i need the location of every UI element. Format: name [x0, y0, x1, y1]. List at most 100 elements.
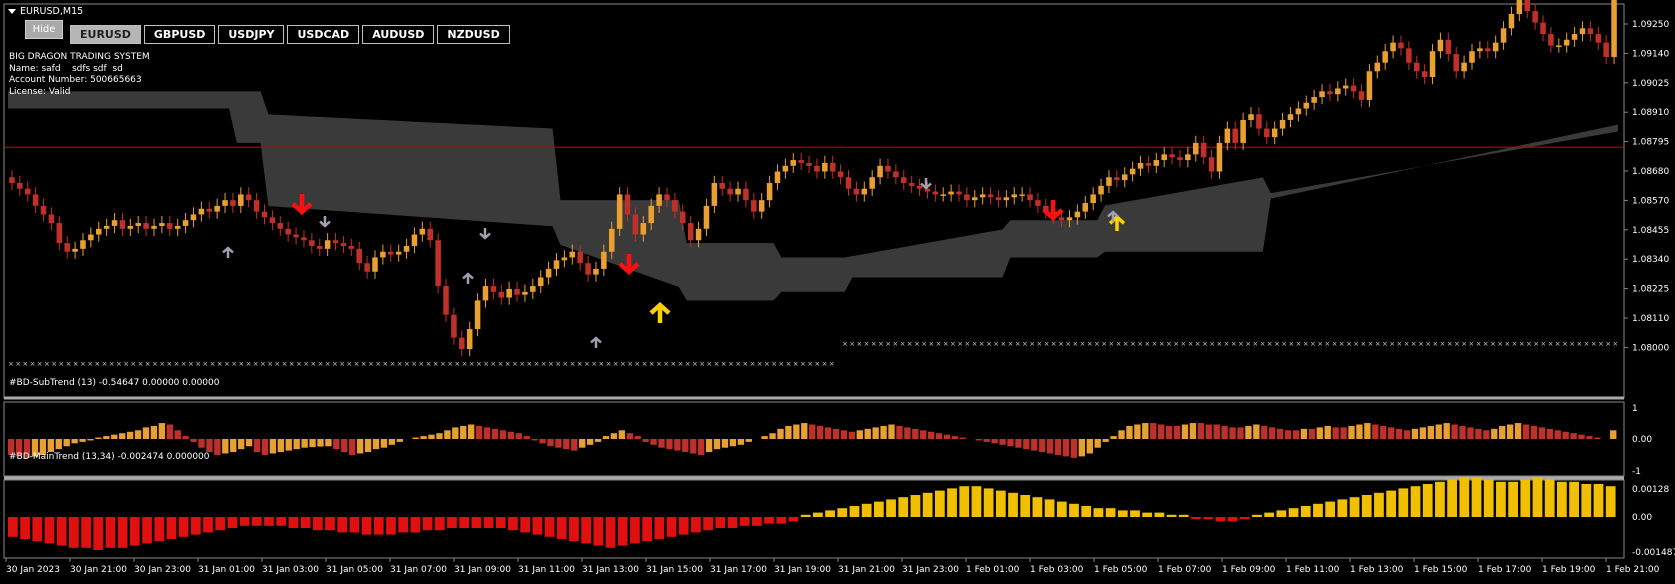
cross-marker: ×: [224, 360, 230, 368]
subtrend-bar: [23, 439, 31, 458]
candle-body: [80, 240, 86, 249]
subtrend-bar: [1380, 425, 1387, 439]
subtrend-bar: [1134, 424, 1141, 439]
subtrend-bar: [1395, 428, 1403, 439]
time-tick-label: 31 Jan 09:00: [454, 565, 511, 575]
candle-body: [269, 217, 276, 224]
cross-marker: ×: [642, 360, 648, 368]
hide-button[interactable]: Hide: [25, 20, 63, 39]
candle-body: [198, 208, 205, 215]
subtrend-bar: [1451, 424, 1458, 439]
symbol-tab-eurusd[interactable]: EURUSD: [70, 25, 141, 44]
candle-body: [1571, 34, 1578, 40]
cross-marker: ×: [368, 360, 374, 368]
collapse-triangle-icon[interactable]: [8, 9, 16, 14]
cross-marker: ×: [1216, 340, 1222, 348]
subtrend-bar: [103, 436, 110, 439]
candle-body: [1169, 154, 1175, 158]
subtrend-bar: [1078, 439, 1086, 457]
cross-marker: ×: [15, 360, 21, 368]
subtrend-bar: [1062, 439, 1070, 457]
maintrend-tick-label: 0.00128: [1632, 485, 1669, 495]
symbol-tab-usdcad[interactable]: USDCAD: [287, 25, 360, 44]
cross-marker: ×: [483, 360, 489, 368]
candle-body: [1066, 217, 1073, 221]
maintrend-bar: [922, 492, 933, 517]
maintrend-bar: [1313, 503, 1323, 517]
subtrend-bar: [1594, 437, 1601, 439]
candle-body: [593, 268, 599, 275]
subtrend-bar: [650, 439, 657, 445]
maintrend-bar: [1349, 497, 1360, 517]
symbol-tab-audusd[interactable]: AUDUSD: [362, 25, 435, 44]
maintrend-bar: [288, 517, 299, 528]
maintrend-bar: [971, 486, 982, 517]
candle-body: [48, 214, 55, 224]
maintrend-bar: [239, 517, 250, 526]
candle-body: [553, 260, 560, 269]
subtrend-bar: [253, 439, 261, 453]
candle-body: [924, 188, 931, 192]
cross-marker: ×: [1504, 340, 1510, 348]
maintrend-bar: [422, 517, 433, 531]
maintrend-bar: [227, 517, 238, 528]
subtrend-bar: [436, 433, 443, 439]
symbol-tab-nzdusd[interactable]: NZDUSD: [437, 25, 510, 44]
cross-marker: ×: [750, 360, 756, 368]
maintrend-bar: [837, 508, 848, 517]
candle-body: [893, 171, 899, 178]
subtrend-bar: [1118, 430, 1125, 439]
subtrend-bar: [87, 439, 94, 441]
symbol-tab-gbpusd[interactable]: GBPUSD: [143, 25, 216, 44]
candle-body: [774, 171, 781, 183]
subtrend-bar: [594, 439, 602, 442]
candle-body: [427, 228, 433, 241]
candle-body: [1548, 34, 1554, 46]
symbol-tab-usdjpy[interactable]: USDJPY: [218, 25, 285, 44]
subtrend-bar: [1181, 424, 1189, 439]
time-tick-label: 1 Feb 01:00: [966, 565, 1020, 575]
candle-body: [1406, 48, 1412, 63]
candle-body: [1185, 154, 1191, 161]
maintrend-bar: [105, 517, 116, 548]
cross-marker: ×: [678, 360, 684, 368]
candle-body: [411, 234, 418, 246]
maintrend-bar: [300, 517, 311, 528]
maintrend-bar: [1532, 477, 1543, 517]
candle-body: [869, 177, 875, 189]
cross-marker: ×: [73, 360, 79, 368]
cross-marker: ×: [1252, 340, 1258, 348]
maintrend-bar: [8, 517, 18, 537]
cross-marker: ×: [1368, 340, 1374, 348]
candle-body: [877, 165, 883, 178]
subtrend-bar: [682, 439, 689, 453]
cross-marker: ×: [555, 360, 561, 368]
candle-body: [1216, 142, 1223, 172]
subtrend-bar: [785, 425, 792, 439]
candle-body: [861, 188, 868, 195]
subtrend-bar: [571, 439, 578, 451]
cross-marker: ×: [800, 360, 806, 368]
candle-body: [348, 245, 355, 249]
small-down-arrow-icon: [319, 216, 331, 228]
small-up-arrow-icon: [462, 272, 474, 284]
subtrend-bar: [1039, 439, 1046, 453]
price-axis: 1.09250 1.09140 1.09025 1.08910 1.08795 1.086…: [1624, 20, 1669, 353]
subtrend-bar: [119, 433, 126, 439]
subtrend-bar: [79, 439, 86, 442]
subtrend-bar: [951, 436, 959, 439]
maintrend-bar: [764, 517, 774, 524]
cross-marker: ×: [1317, 340, 1323, 348]
candle-body: [111, 220, 118, 226]
candle-body: [616, 194, 623, 229]
candle-body: [758, 200, 765, 212]
maintrend-bar: [1398, 488, 1409, 517]
maintrend-tick-label: 0.00: [1632, 513, 1652, 523]
cross-marker: ×: [1267, 340, 1273, 348]
candle-body: [648, 205, 654, 224]
candle-body: [1563, 39, 1570, 46]
cross-marker: ×: [361, 360, 367, 368]
cross-marker: ×: [1461, 340, 1467, 348]
